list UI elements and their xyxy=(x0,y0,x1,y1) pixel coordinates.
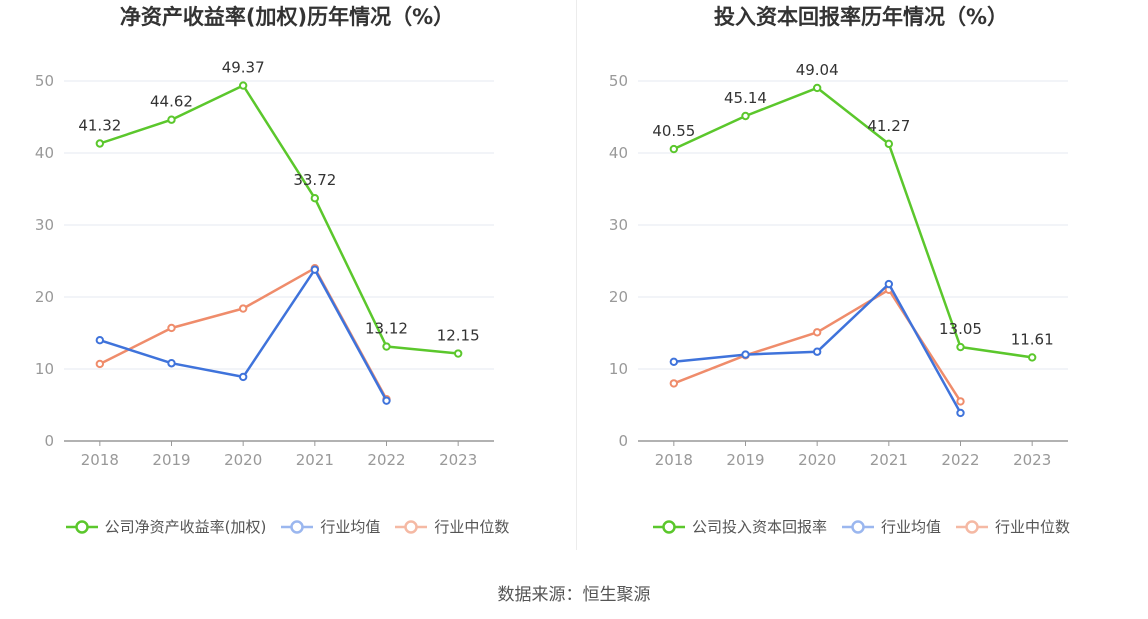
legend-label: 公司投入资本回报率 xyxy=(691,518,827,536)
company-point xyxy=(741,111,750,121)
line-chart-roic: 0 10 20 30 40 50 2018 2019 2020 2021 2022 2023 40.55… xyxy=(609,61,1068,469)
y-tick-label: 30 xyxy=(609,216,628,234)
legend-label: 行业均值 xyxy=(880,518,941,536)
company-point xyxy=(884,139,894,149)
legend-label: 行业均值 xyxy=(320,518,381,536)
data-label: 49.04 xyxy=(796,61,839,79)
industry-avg-point xyxy=(812,347,822,356)
y-tick-label: 10 xyxy=(35,360,54,378)
industry-avg-point xyxy=(382,396,391,405)
x-tick-label: 2021 xyxy=(870,451,908,469)
legend-marker-icon xyxy=(956,519,988,534)
x-tick-label: 2020 xyxy=(224,451,262,469)
chart-title: 净资产收益率(加权)历年情况（%） xyxy=(119,5,455,29)
industry-avg-point xyxy=(238,372,248,382)
industry-avg-point xyxy=(310,265,320,274)
company-point xyxy=(453,349,463,358)
legend-marker-icon xyxy=(841,519,874,534)
chart-panel-roe: 净资产收益率(加权)历年情况（%） 0 10 20 30 40 50 2018 2019 202… xyxy=(0,0,574,560)
panel-divider xyxy=(576,0,577,550)
x-tick-label: 2018 xyxy=(655,451,693,469)
data-label: 12.15 xyxy=(437,327,480,345)
data-label: 49.37 xyxy=(222,59,265,77)
company-point xyxy=(669,144,679,154)
industry-avg-point xyxy=(167,359,176,368)
x-tick-label: 2019 xyxy=(152,451,190,469)
industry-median-point xyxy=(812,328,822,337)
y-tick-label: 50 xyxy=(35,72,54,90)
data-label: 41.27 xyxy=(867,117,910,135)
y-tick-label: 30 xyxy=(35,216,54,234)
x-tick-label: 2021 xyxy=(296,451,334,469)
industry-median-point xyxy=(956,397,965,406)
industry-median-point xyxy=(167,323,176,333)
y-tick-label: 0 xyxy=(618,432,628,450)
legend-marker-icon xyxy=(65,519,98,534)
company-point xyxy=(167,115,176,124)
company-point xyxy=(812,83,822,93)
y-tick-label: 0 xyxy=(44,432,54,450)
company-line xyxy=(673,86,1033,359)
x-tick-label: 2022 xyxy=(941,451,979,469)
company-point xyxy=(956,342,965,352)
legend-marker-icon xyxy=(281,519,314,534)
company-point xyxy=(95,139,105,148)
y-tick-label: 40 xyxy=(35,144,54,162)
y-tick-label: 40 xyxy=(609,144,628,162)
industry-median-line xyxy=(673,288,962,403)
legend: 公司净资产收益率(加权) 行业均值 行业中位数 xyxy=(0,516,574,537)
data-label: 44.62 xyxy=(150,93,193,111)
legend-item-industry-median[interactable]: 行业中位数 xyxy=(394,516,509,537)
data-label: 41.32 xyxy=(78,116,121,134)
chart-title: 投入资本回报率历年情况（%） xyxy=(713,5,1009,29)
legend-label: 行业中位数 xyxy=(434,518,510,536)
y-tick-label: 10 xyxy=(609,360,628,378)
legend-item-industry-median[interactable]: 行业中位数 xyxy=(955,516,1070,537)
data-label: 33.72 xyxy=(293,171,336,189)
y-tick-label: 50 xyxy=(609,72,628,90)
legend: 公司投入资本回报率 行业均值 行业中位数 xyxy=(574,516,1148,537)
x-tick-label: 2020 xyxy=(798,451,836,469)
data-label: 45.14 xyxy=(724,89,767,107)
industry-avg-point xyxy=(956,408,965,418)
data-label: 13.05 xyxy=(939,320,982,338)
industry-median-point xyxy=(669,379,679,388)
industry-median-point xyxy=(238,304,248,313)
y-tick-label: 20 xyxy=(609,288,628,306)
x-tick-label: 2022 xyxy=(367,451,405,469)
legend-item-industry-avg[interactable]: 行业均值 xyxy=(280,516,380,537)
legend-marker-icon xyxy=(652,519,685,534)
x-tick-label: 2018 xyxy=(81,451,119,469)
company-line xyxy=(99,84,459,355)
industry-avg-point xyxy=(669,357,679,366)
data-label: 40.55 xyxy=(652,122,695,140)
x-tick-label: 2019 xyxy=(726,451,764,469)
legend-label: 行业中位数 xyxy=(995,518,1071,536)
legend-label: 公司净资产收益率(加权) xyxy=(104,518,267,536)
line-chart-roe: 0 10 20 30 40 50 2018 2019 2020 2021 2022 2023 41.32… xyxy=(35,59,494,469)
industry-avg-point xyxy=(884,279,894,289)
company-point xyxy=(1027,353,1037,362)
industry-median-point xyxy=(95,359,105,369)
y-tick-label: 20 xyxy=(35,288,54,306)
x-tick-label: 2023 xyxy=(439,451,477,469)
x-tick-label: 2023 xyxy=(1013,451,1051,469)
industry-avg-point xyxy=(741,350,750,359)
legend-marker-icon xyxy=(395,519,428,534)
legend-item-company[interactable]: 公司净资产收益率(加权) xyxy=(65,516,267,537)
legend-item-industry-avg[interactable]: 行业均值 xyxy=(841,516,941,537)
company-point xyxy=(310,194,320,203)
data-label: 11.61 xyxy=(1011,330,1054,348)
legend-item-company[interactable]: 公司投入资本回报率 xyxy=(652,516,827,537)
industry-avg-point xyxy=(95,336,105,345)
data-source: 数据来源：恒生聚源 xyxy=(497,585,651,605)
company-point xyxy=(382,342,391,351)
chart-panel-roic: 投入资本回报率历年情况（%） 0 10 20 30 40 50 2018 2019 2020 20… xyxy=(574,0,1148,560)
data-label: 13.12 xyxy=(365,320,408,338)
company-point xyxy=(238,81,248,90)
